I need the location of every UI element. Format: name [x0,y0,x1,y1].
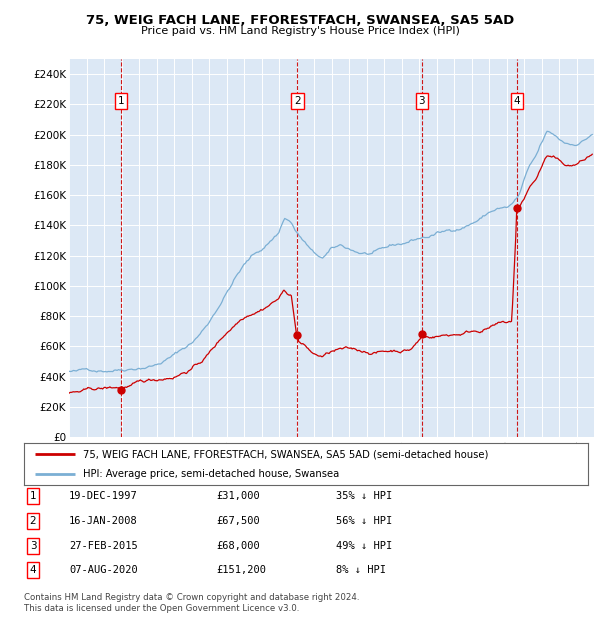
Text: Contains HM Land Registry data © Crown copyright and database right 2024.
This d: Contains HM Land Registry data © Crown c… [24,593,359,613]
Text: 49% ↓ HPI: 49% ↓ HPI [336,541,392,551]
Text: 16-JAN-2008: 16-JAN-2008 [69,516,138,526]
Text: £68,000: £68,000 [216,541,260,551]
Text: 35% ↓ HPI: 35% ↓ HPI [336,491,392,501]
Text: 75, WEIG FACH LANE, FFORESTFACH, SWANSEA, SA5 5AD (semi-detached house): 75, WEIG FACH LANE, FFORESTFACH, SWANSEA… [83,449,488,459]
Text: 3: 3 [29,541,37,551]
Text: 27-FEB-2015: 27-FEB-2015 [69,541,138,551]
Text: 2: 2 [29,516,37,526]
Text: 4: 4 [514,96,520,106]
Text: Price paid vs. HM Land Registry's House Price Index (HPI): Price paid vs. HM Land Registry's House … [140,26,460,36]
Text: £151,200: £151,200 [216,565,266,575]
Text: 1: 1 [118,96,124,106]
Text: 4: 4 [29,565,37,575]
Text: 07-AUG-2020: 07-AUG-2020 [69,565,138,575]
Text: 3: 3 [419,96,425,106]
Text: 1: 1 [29,491,37,501]
Text: 75, WEIG FACH LANE, FFORESTFACH, SWANSEA, SA5 5AD: 75, WEIG FACH LANE, FFORESTFACH, SWANSEA… [86,14,514,27]
Text: 8% ↓ HPI: 8% ↓ HPI [336,565,386,575]
Text: 56% ↓ HPI: 56% ↓ HPI [336,516,392,526]
Text: £67,500: £67,500 [216,516,260,526]
Text: £31,000: £31,000 [216,491,260,501]
Text: 19-DEC-1997: 19-DEC-1997 [69,491,138,501]
Text: 2: 2 [294,96,301,106]
Text: HPI: Average price, semi-detached house, Swansea: HPI: Average price, semi-detached house,… [83,469,340,479]
